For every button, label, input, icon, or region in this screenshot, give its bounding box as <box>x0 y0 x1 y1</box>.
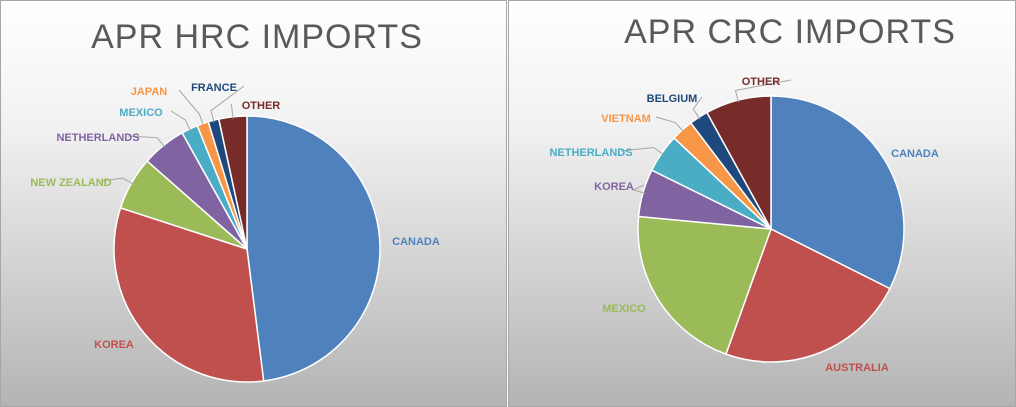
slice-label: BELGIUM <box>647 93 698 105</box>
leader-line <box>655 116 684 132</box>
slice-label: KOREA <box>594 181 634 193</box>
leader-line <box>230 103 234 119</box>
chart-title: APR HRC IMPORTS <box>91 18 423 56</box>
pie-slice <box>246 115 381 382</box>
crc-panel: APR CRC IMPORTS CANADA AUSTRALIA MEXICO KORE… <box>508 0 1016 407</box>
slice-label: MEXICO <box>119 107 163 119</box>
leader-line <box>632 184 646 194</box>
chart: APR CRC IMPORTS CANADA AUSTRALIA MEXICO KORE… <box>549 13 956 374</box>
slice-label: FRANCE <box>191 82 237 94</box>
leader-line <box>100 177 134 185</box>
leader-line <box>620 146 664 155</box>
slice-label: CANADA <box>891 148 939 160</box>
pie-slice <box>770 95 905 290</box>
slice-label: KOREA <box>94 339 134 351</box>
slice-label: OTHER <box>742 76 781 88</box>
leader-line <box>210 85 245 123</box>
leader-line <box>692 96 703 120</box>
leader-line <box>178 89 204 126</box>
chart-title: APR CRC IMPORTS <box>624 13 956 51</box>
slice-label: NETHERLANDS <box>56 132 139 144</box>
slice-label: VIETNAM <box>601 113 651 125</box>
slice-label: NETHERLANDS <box>549 147 632 159</box>
slice-label: AUSTRALIA <box>825 362 889 374</box>
pie-slice <box>724 227 891 363</box>
pie-slice <box>637 215 773 356</box>
slice-label: OTHER <box>242 100 281 112</box>
slice-label: CANADA <box>392 236 440 248</box>
leader-line <box>170 110 191 132</box>
slice-label: JAPAN <box>131 86 168 98</box>
leader-line <box>734 79 792 103</box>
chart: APR HRC IMPORTS CANADA KOREA NEW ZEALAND NET… <box>30 18 440 383</box>
slice-label: MEXICO <box>602 303 646 315</box>
pie-slice <box>113 206 265 383</box>
leader-line <box>127 135 166 148</box>
slice-label: NEW ZEALAND <box>30 177 111 189</box>
hrc-panel: APR HRC IMPORTS CANADA KOREA NEW ZEALAND NET… <box>0 0 507 407</box>
